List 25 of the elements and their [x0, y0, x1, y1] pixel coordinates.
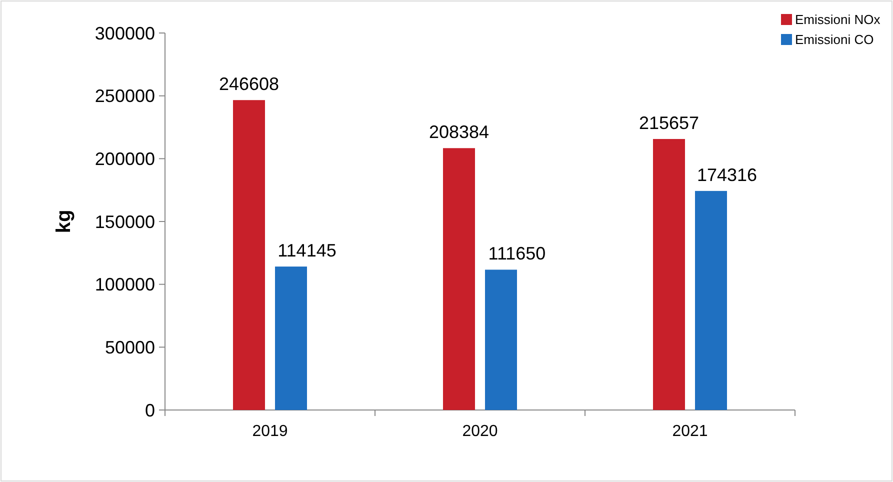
- x-tick-label: 2021: [672, 423, 708, 440]
- y-tick-label: 300000: [94, 23, 155, 44]
- bar: [443, 148, 475, 410]
- data-label: 208384: [428, 122, 490, 142]
- legend-label: Emissioni CO: [795, 32, 874, 47]
- y-tick-label: 100000: [94, 274, 155, 295]
- data-label: 215657: [638, 112, 700, 133]
- y-tick-label: 250000: [94, 86, 155, 106]
- y-tick-label: 150000: [94, 212, 155, 232]
- y-tick-label: 0: [144, 400, 155, 420]
- y-axis-title: kg: [53, 210, 75, 234]
- bar: [653, 138, 685, 410]
- bar: [695, 190, 727, 410]
- bar: [233, 100, 265, 410]
- x-tick-label: 2020: [462, 423, 498, 440]
- data-label: 111650: [488, 244, 546, 264]
- data-label: 114145: [278, 240, 336, 261]
- x-tick-label: 2019: [252, 423, 288, 440]
- legend-label: Emissioni NOx: [795, 12, 881, 27]
- y-tick-label: 200000: [94, 148, 155, 169]
- bar: [275, 266, 307, 410]
- data-label: 246608: [218, 74, 280, 94]
- bar: [485, 270, 517, 410]
- y-tick-label: 50000: [104, 337, 155, 358]
- data-label: 174316: [696, 164, 758, 185]
